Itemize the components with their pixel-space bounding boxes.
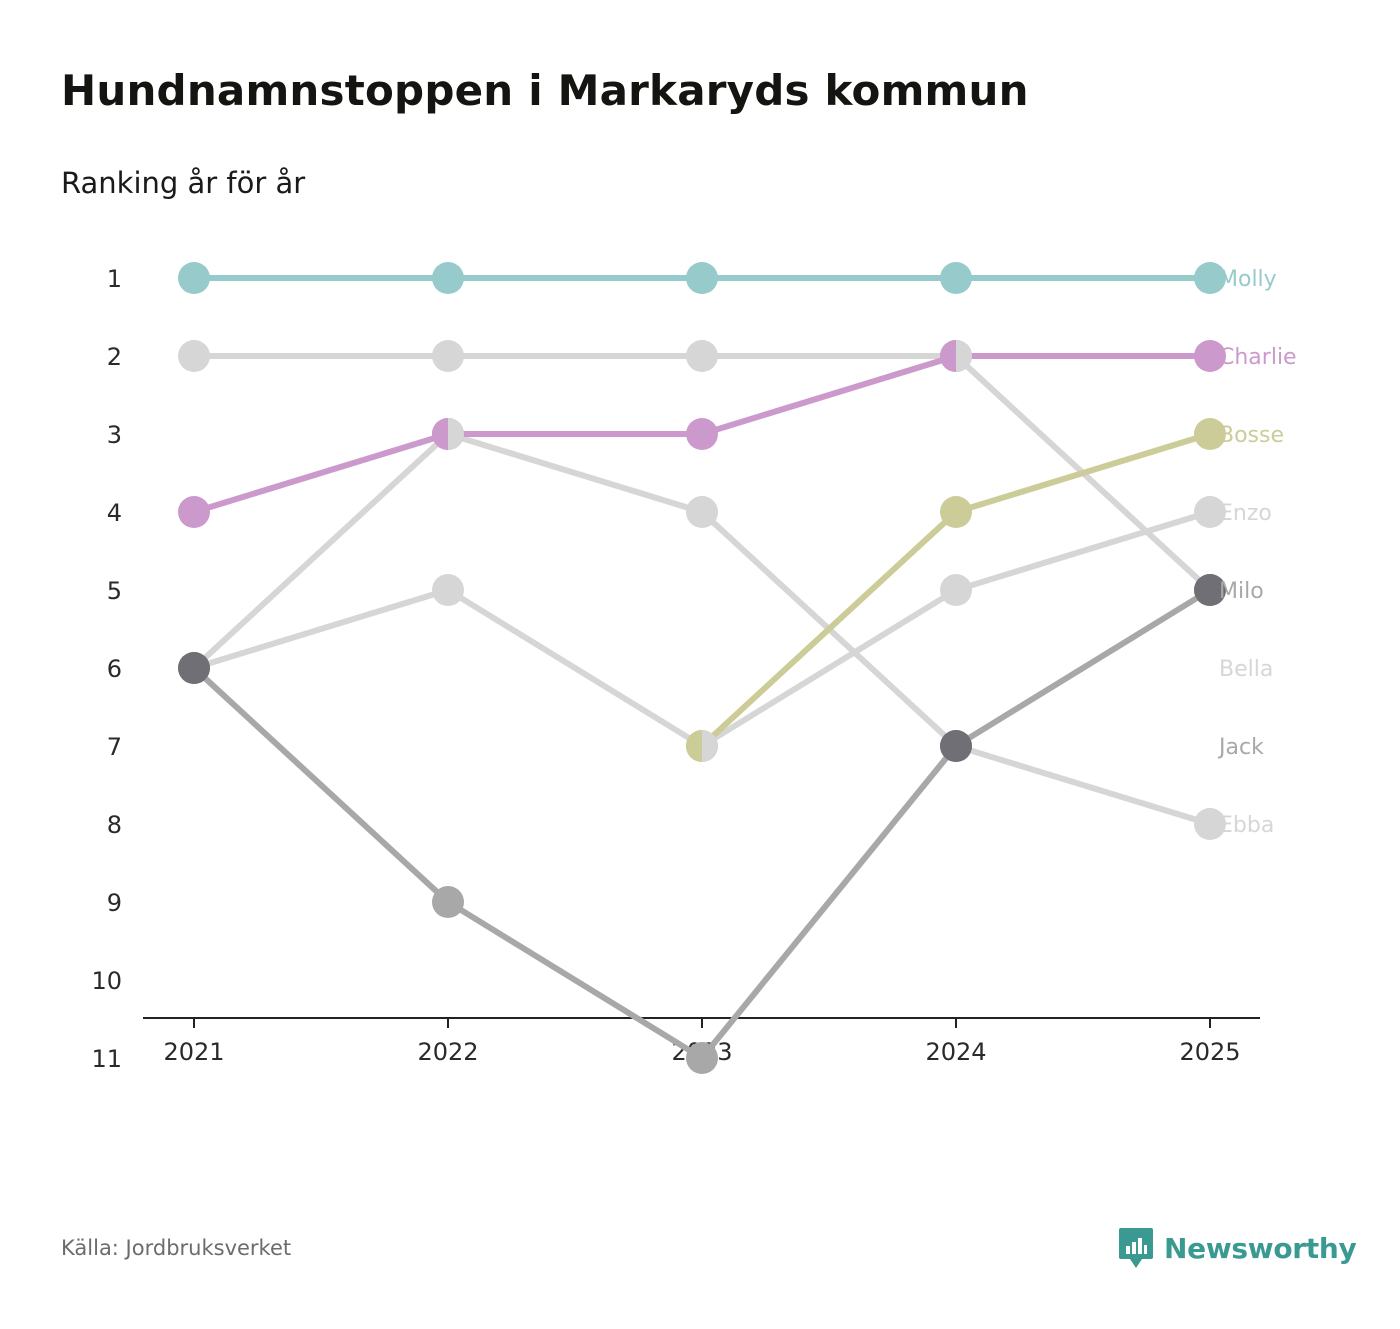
y-tick-label-7: 7 [107, 733, 122, 761]
y-tick-label-4: 4 [107, 499, 122, 527]
marker-charlie-2021 [178, 496, 210, 528]
marker-milo-2024 [940, 730, 972, 762]
marker-molly-2021 [178, 262, 210, 294]
marker-milo-2021 [178, 652, 210, 684]
end-label-charlie: Charlie [1219, 345, 1297, 370]
brand-logo[interactable]: Newsworthy [1118, 1226, 1357, 1270]
bump-chart: 123456789101120212022202320242025 MollyC… [91, 262, 1297, 1074]
marker-ebba-2025 [1194, 808, 1226, 840]
marker-jack-2023 [686, 1042, 718, 1074]
source-note: Källa: Jordbruksverket [61, 1236, 292, 1260]
marker-ebba-2023 [686, 496, 718, 528]
end-label-molly: Molly [1219, 267, 1277, 292]
marker-charlie-2025 [1194, 340, 1226, 372]
y-tick-label-2: 2 [107, 343, 122, 371]
chart-bubble-icon [1119, 1228, 1153, 1268]
marker-split-ebba-2022 [448, 418, 464, 450]
marker-enzo-2024 [940, 574, 972, 606]
y-tick-label-10: 10 [91, 967, 122, 995]
marker-jack-2022 [432, 886, 464, 918]
marker-bella-2023 [686, 340, 718, 372]
end-label-jack: Jack [1217, 735, 1264, 760]
x-tick-label-2024: 2024 [925, 1038, 986, 1066]
marker-molly-2022 [432, 262, 464, 294]
marker-split-enzo-2023 [702, 730, 718, 762]
marker-milo-2025 [1194, 574, 1226, 606]
y-tick-label-1: 1 [107, 265, 122, 293]
series-line-enzo [191, 509, 1213, 749]
marker-charlie-2023 [686, 418, 718, 450]
marker-molly-2023 [686, 262, 718, 294]
markers-layer [178, 262, 1226, 1074]
series-line-bella [191, 353, 1213, 593]
x-tick-label-2025: 2025 [1179, 1038, 1240, 1066]
marker-split-charlie-2022 [432, 418, 448, 450]
marker-bella-2021 [178, 340, 210, 372]
marker-bella-2022 [432, 340, 464, 372]
marker-molly-2024 [940, 262, 972, 294]
labels-layer: Molly Charlie Bosse Enzo Milo Bella Jack Ebba [1217, 267, 1297, 838]
marker-enzo-2025 [1194, 496, 1226, 528]
series-line-ebba [191, 431, 1213, 827]
marker-split-bosse-2023 [686, 730, 702, 762]
y-tick-label-9: 9 [107, 889, 122, 917]
series-line-jack [191, 587, 1213, 1061]
end-label-ebba: Ebba [1219, 813, 1274, 838]
chart-title: Hundnamnstoppen i Markaryds kommun [61, 66, 1029, 115]
brand-name: Newsworthy [1164, 1231, 1357, 1265]
x-tick-label-2021: 2021 [163, 1038, 224, 1066]
marker-molly-2025 [1194, 262, 1226, 294]
y-tick-label-3: 3 [107, 421, 122, 449]
marker-enzo-2022 [432, 574, 464, 606]
marker-bosse-2025 [1194, 418, 1226, 450]
marker-split-bella-2024 [956, 340, 972, 372]
end-label-bella: Bella [1219, 657, 1273, 682]
lines-layer [191, 275, 1213, 1061]
end-label-bosse: Bosse [1219, 423, 1284, 448]
end-label-enzo: Enzo [1219, 501, 1272, 526]
y-tick-label-8: 8 [107, 811, 122, 839]
y-tick-label-5: 5 [107, 577, 122, 605]
marker-bosse-2024 [940, 496, 972, 528]
end-label-milo: Milo [1219, 579, 1264, 604]
marker-split-charlie-2024 [940, 340, 956, 372]
chart-subtitle: Ranking år för år [61, 166, 306, 200]
y-tick-label-11: 11 [91, 1045, 122, 1073]
x-tick-label-2022: 2022 [417, 1038, 478, 1066]
y-tick-label-6: 6 [107, 655, 122, 683]
